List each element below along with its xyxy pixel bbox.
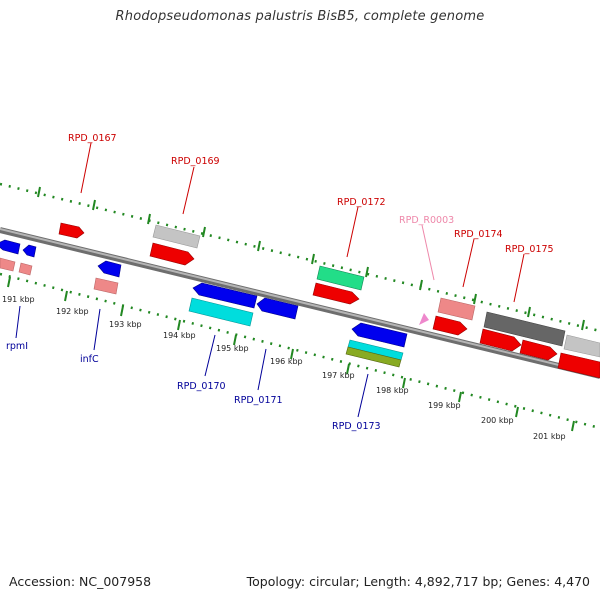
gene-feature[interactable] [483,311,566,347]
inner-scale-line [0,272,600,430]
tick-label: 191 kbp [2,295,35,304]
accession-text: Accession: NC_007958 [9,574,152,589]
tick-label: 198 kbp [376,386,409,395]
gene-label-rpd-0173[interactable]: RPD_0173 [332,421,381,432]
tick-label: 195 kbp [216,344,249,353]
label-leaders [15,142,525,418]
outer-scale-line [0,182,600,333]
gene-label-rpd-0175[interactable]: RPD_0175 [505,244,554,255]
figure-title: Rhodopseudomonas palustris BisB5, comple… [115,9,485,24]
gene-feature[interactable] [312,282,360,305]
gene-feature[interactable] [432,315,468,336]
outer-scale-ticks [37,186,585,331]
gene-feature[interactable] [563,334,600,358]
gene-label-rpd-r0003[interactable]: RPD_R0003 [399,215,454,226]
gene-feature[interactable] [22,244,37,258]
tick-label: 197 kbp [322,371,355,380]
forward-strand-features [58,222,600,379]
gene-feature[interactable] [188,297,254,327]
gene-feature[interactable] [479,328,522,352]
gene-feature[interactable] [256,297,299,320]
gene-feature[interactable] [192,282,258,309]
gene-feature[interactable] [0,239,21,255]
tick-label: 200 kbp [481,416,514,425]
gene-feature[interactable] [18,262,33,276]
gene-feature[interactable] [149,242,195,266]
reverse-strand-features [0,239,408,368]
gene-feature[interactable] [437,297,476,321]
gene-label-rpd-0169[interactable]: RPD_0169 [171,156,220,167]
inner-scale-ticks [7,276,575,432]
gene-label-rpd-0174[interactable]: RPD_0174 [454,229,503,240]
tick-label: 194 kbp [163,331,196,340]
gene-labels: RPD_0167 RPD_0169 RPD_0172 RPD_R0003 RPD… [6,133,554,432]
gene-feature[interactable] [557,352,600,379]
gene-label-rpd-0170[interactable]: RPD_0170 [177,381,226,392]
gene-feature[interactable] [316,265,365,291]
gene-label-rpd-0172[interactable]: RPD_0172 [337,197,386,208]
gene-feature[interactable] [345,346,402,368]
tick-label: 196 kbp [270,357,303,366]
gene-label-infc[interactable]: infC [80,354,99,365]
gene-feature[interactable] [419,313,429,325]
gene-feature[interactable] [97,260,122,278]
gene-feature[interactable] [0,257,16,272]
gene-label-rpd-0167[interactable]: RPD_0167 [68,133,117,144]
genome-backbone [0,227,600,379]
gene-feature[interactable] [351,322,408,348]
gene-feature[interactable] [152,224,201,249]
tick-label: 192 kbp [56,307,89,316]
genome-summary-text: Topology: circular; Length: 4,892,717 bp… [246,574,590,589]
scale-tick-labels: 191 kbp 192 kbp 193 kbp 194 kbp 195 kbp … [2,295,566,441]
tick-label: 193 kbp [109,320,142,329]
gene-label-rpd-0171[interactable]: RPD_0171 [234,395,283,406]
tick-label: 201 kbp [533,432,566,441]
gene-feature[interactable] [58,222,85,239]
gene-feature[interactable] [93,277,119,295]
gene-feature[interactable] [519,339,558,361]
tick-label: 199 kbp [428,401,461,410]
gene-label-rpmi[interactable]: rpmI [6,341,28,352]
